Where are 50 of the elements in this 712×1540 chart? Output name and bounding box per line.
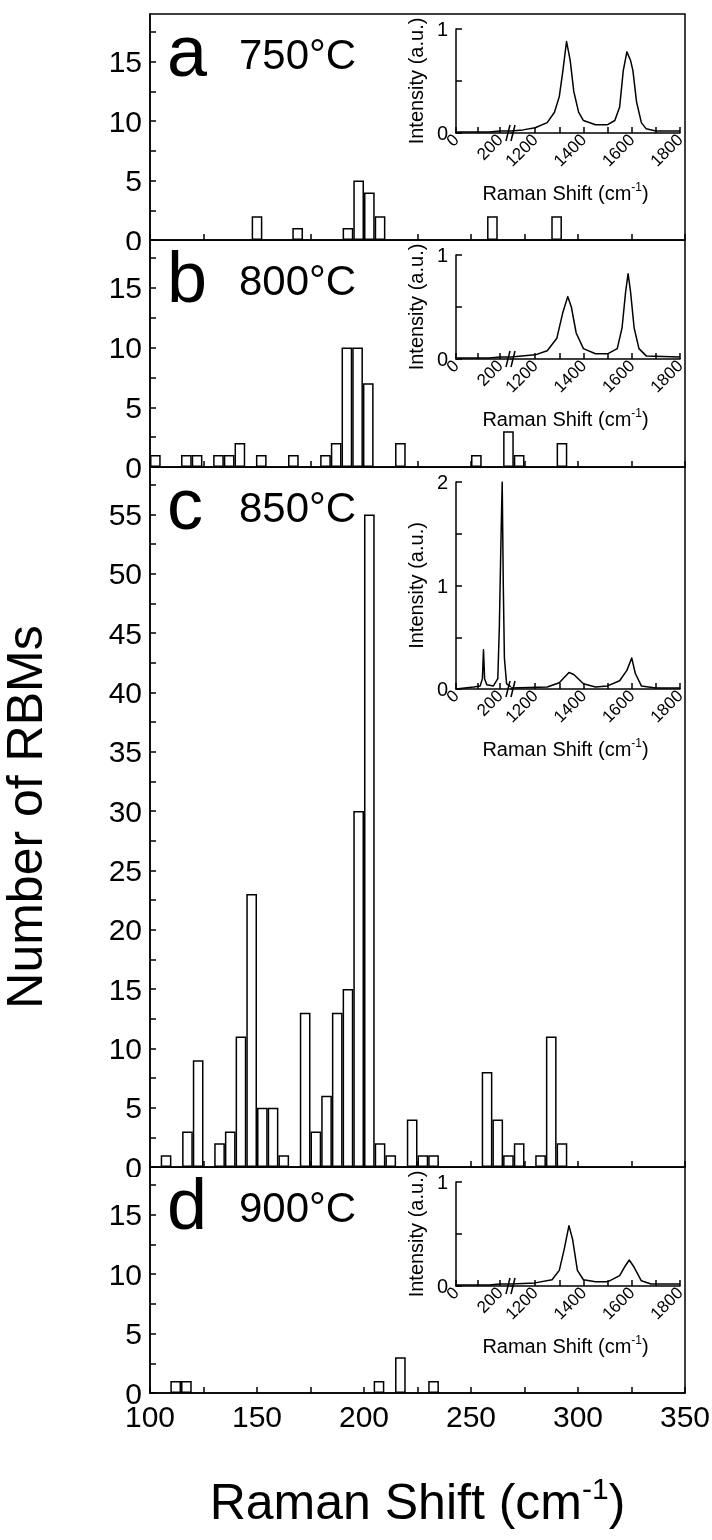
y-tick-label: 10: [108, 1257, 142, 1291]
y-tick-label: 15: [108, 45, 142, 79]
x-tick-label: 150: [231, 1399, 283, 1433]
x-tick-label: 200: [473, 1283, 507, 1317]
chart-subtitle: 800°C: [239, 256, 357, 304]
x-tick-label: 250: [445, 1399, 497, 1433]
y-tick-label: 5: [125, 164, 142, 198]
chart-subtitle: 850°C: [239, 483, 357, 531]
x-tick-label: 350: [659, 1399, 711, 1433]
x-tick-label: 200: [473, 686, 507, 720]
y-tick-label: 10: [108, 104, 142, 138]
y-axis-title: Number of RBMs: [0, 625, 53, 1009]
chart-title: b: [167, 237, 208, 317]
y-tick-label: 10: [108, 331, 142, 365]
chart-subtitle: 750°C: [239, 30, 357, 78]
y-axis-title: Intensity (a.u.): [405, 243, 427, 371]
chart-title: c: [167, 464, 203, 544]
y-tick-label: 1: [436, 18, 448, 40]
y-axis-title: Intensity (a.u.): [405, 17, 427, 145]
y-tick-label: 5: [125, 1317, 142, 1351]
y-tick-label: 25: [108, 853, 142, 887]
y-tick-label: 20: [108, 913, 142, 947]
chart-title: d: [167, 1164, 208, 1244]
x-tick-label: 200: [473, 356, 507, 390]
y-tick-label: 5: [125, 1091, 142, 1125]
x-tick-label: 300: [552, 1399, 604, 1433]
x-tick-label: 200: [473, 130, 507, 164]
y-tick-label: 50: [108, 557, 142, 591]
chart-title: a: [167, 11, 208, 91]
x-tick-label: 200: [338, 1399, 390, 1433]
y-tick-label: 1: [436, 574, 448, 597]
y-tick-label: 0: [125, 450, 142, 484]
y-tick-label: 1: [436, 244, 448, 266]
y-tick-label: 55: [108, 497, 142, 531]
y-axis-title: Intensity (a.u.): [405, 1170, 427, 1298]
y-tick-label: 15: [108, 1198, 142, 1232]
y-tick-label: 2: [436, 471, 448, 493]
chart-subtitle: 900°C: [239, 1183, 357, 1231]
y-tick-label: 0: [125, 223, 142, 257]
y-tick-label: 15: [108, 972, 142, 1006]
y-tick-label: 10: [108, 1031, 142, 1065]
y-tick-label: 40: [108, 675, 142, 709]
y-tick-label: 1: [436, 1171, 448, 1193]
y-tick-label: 35: [108, 735, 142, 769]
y-axis-title: Intensity (a.u.): [405, 522, 427, 649]
y-tick-label: 45: [108, 616, 142, 650]
y-tick-label: 0: [125, 1150, 142, 1184]
y-tick-label: 30: [108, 794, 142, 828]
y-tick-label: 5: [125, 390, 142, 424]
y-tick-label: 15: [108, 271, 142, 305]
